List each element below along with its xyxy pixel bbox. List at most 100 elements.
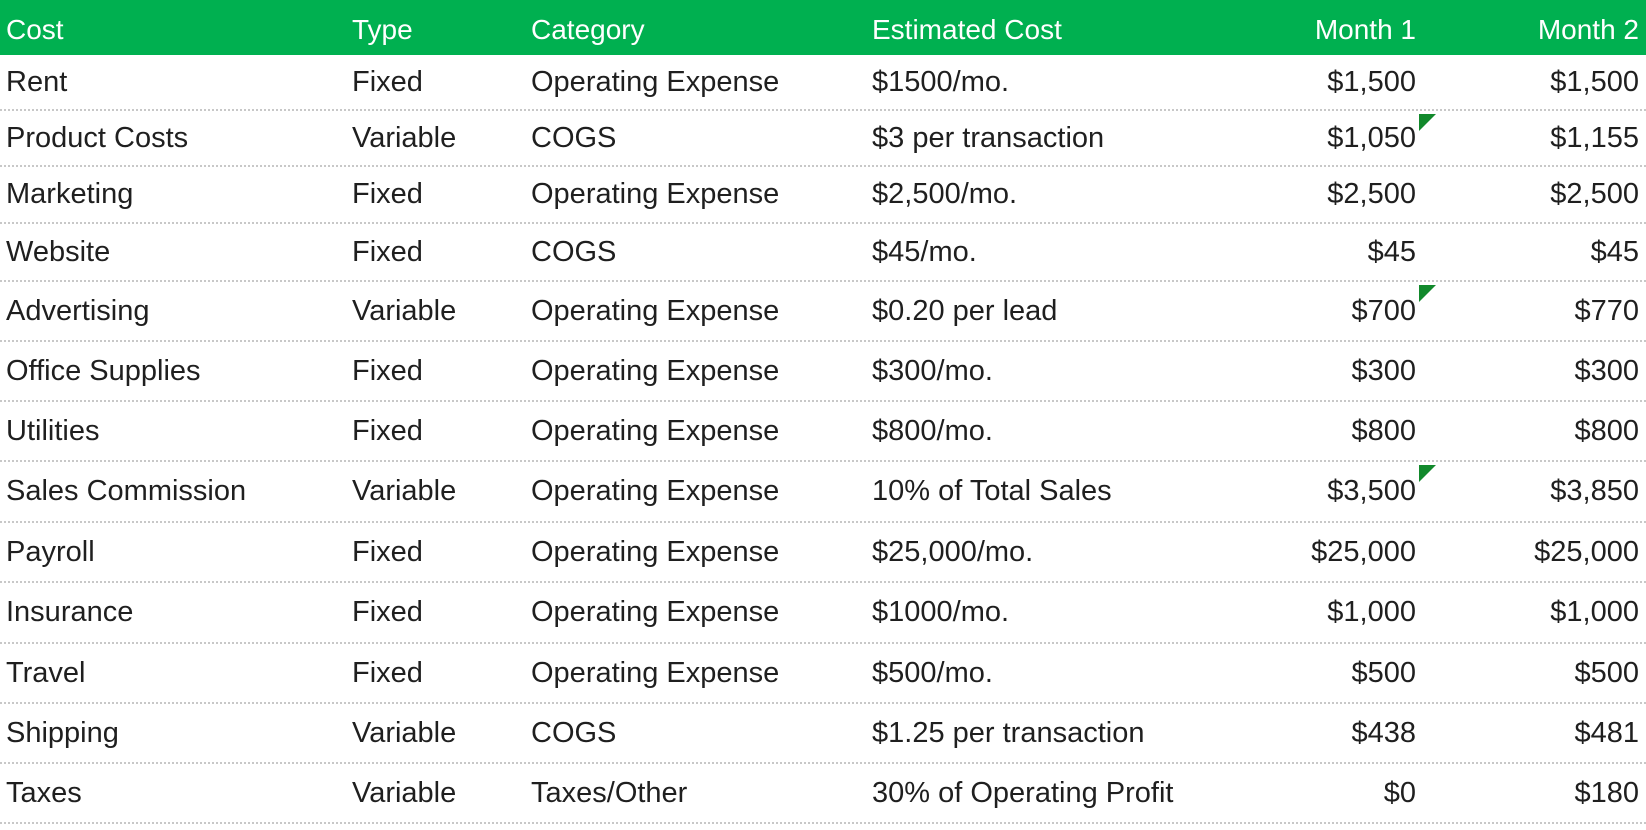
type-cell[interactable]: Fixed: [352, 414, 423, 447]
month-1-cell[interactable]: $3,500: [1327, 475, 1416, 507]
type-cell[interactable]: Variable: [352, 294, 457, 327]
table-row: Travel Fixed Operating Expense $500/mo. …: [0, 644, 1646, 704]
month-1-cell[interactable]: $300: [1351, 354, 1416, 387]
month-2-cell[interactable]: $3,850: [1550, 475, 1639, 507]
month-2-cell[interactable]: $45: [1590, 235, 1639, 268]
month-1-cell[interactable]: $800: [1351, 414, 1416, 447]
category-cell[interactable]: Taxes/Other: [531, 776, 688, 809]
month-1-cell[interactable]: $1,050: [1327, 121, 1416, 154]
category-cell[interactable]: COGS: [531, 716, 617, 749]
month-2-cell[interactable]: $481: [1574, 716, 1639, 749]
estimated-cost-cell[interactable]: $1.25 per transaction: [872, 716, 1145, 749]
category-cell[interactable]: Operating Expense: [531, 294, 780, 327]
cost-cell[interactable]: Taxes: [6, 776, 82, 809]
estimated-cost-cell[interactable]: $800/mo.: [872, 414, 993, 447]
table-row: Shipping Variable COGS $1.25 per transac…: [0, 704, 1646, 764]
cost-cell[interactable]: Sales Commission: [6, 475, 247, 507]
cost-cell[interactable]: Payroll: [6, 535, 95, 568]
month-2-cell[interactable]: $1,155: [1550, 121, 1639, 154]
cost-cell[interactable]: Product Costs: [6, 121, 189, 154]
month-1-cell[interactable]: $0: [1383, 776, 1416, 809]
month-2-cell[interactable]: $300: [1574, 354, 1639, 387]
category-cell[interactable]: Operating Expense: [531, 178, 780, 210]
estimated-cost-cell[interactable]: 30% of Operating Profit: [872, 776, 1174, 809]
estimated-cost-cell[interactable]: $1000/mo.: [872, 596, 1010, 628]
table-row: Website Fixed COGS $45/mo. $45 $45: [0, 224, 1646, 282]
header-category[interactable]: Category: [531, 14, 645, 45]
month-2-cell[interactable]: $1,500: [1550, 65, 1639, 98]
category-cell[interactable]: COGS: [531, 121, 617, 154]
estimated-cost-cell[interactable]: $25,000/mo.: [872, 535, 1034, 568]
category-cell[interactable]: Operating Expense: [531, 354, 780, 387]
category-cell[interactable]: Operating Expense: [531, 414, 780, 447]
category-cell[interactable]: Operating Expense: [531, 475, 780, 507]
type-cell[interactable]: Fixed: [352, 354, 423, 387]
month-2-cell[interactable]: $1,000: [1550, 596, 1639, 628]
estimated-cost-cell[interactable]: $3 per transaction: [872, 121, 1105, 154]
month-2-cell[interactable]: $180: [1574, 776, 1639, 809]
table-row: Taxes Variable Taxes/Other 30% of Operat…: [0, 764, 1646, 824]
type-cell[interactable]: Fixed: [352, 178, 423, 210]
table-row: Office Supplies Fixed Operating Expense …: [0, 342, 1646, 402]
month-1-cell[interactable]: $1,500: [1327, 65, 1416, 98]
month-1-cell[interactable]: $45: [1367, 235, 1416, 268]
table-row: Rent Fixed Operating Expense $1500/mo. $…: [0, 55, 1646, 111]
estimated-cost-cell[interactable]: $0.20 per lead: [872, 294, 1058, 327]
cost-cell[interactable]: Advertising: [6, 294, 150, 327]
estimated-cost-cell[interactable]: $300/mo.: [872, 354, 993, 387]
type-cell[interactable]: Fixed: [352, 596, 423, 628]
table-row: Marketing Fixed Operating Expense $2,500…: [0, 167, 1646, 224]
category-cell[interactable]: Operating Expense: [531, 65, 780, 98]
type-cell[interactable]: Variable: [352, 776, 457, 809]
month-1-cell[interactable]: $1,000: [1327, 596, 1416, 628]
cost-cell[interactable]: Marketing: [6, 178, 134, 210]
estimated-cost-cell[interactable]: 10% of Total Sales: [872, 475, 1112, 507]
type-cell[interactable]: Fixed: [352, 535, 423, 568]
type-cell[interactable]: Fixed: [352, 65, 423, 98]
month-2-cell[interactable]: $25,000: [1534, 535, 1639, 568]
table-row: Advertising Variable Operating Expense $…: [0, 282, 1646, 342]
comment-indicator-icon[interactable]: [1419, 285, 1436, 302]
category-cell[interactable]: Operating Expense: [531, 596, 780, 628]
cost-cell[interactable]: Travel: [6, 656, 86, 689]
month-2-cell[interactable]: $770: [1574, 294, 1639, 327]
estimated-cost-cell[interactable]: $500/mo.: [872, 656, 993, 689]
cost-cell[interactable]: Utilities: [6, 414, 100, 447]
month-2-cell[interactable]: $800: [1574, 414, 1639, 447]
type-cell[interactable]: Fixed: [352, 235, 423, 268]
cost-cell[interactable]: Insurance: [6, 596, 134, 628]
category-cell[interactable]: Operating Expense: [531, 656, 780, 689]
category-cell[interactable]: Operating Expense: [531, 535, 780, 568]
type-cell[interactable]: Fixed: [352, 656, 423, 689]
type-cell[interactable]: Variable: [352, 121, 457, 154]
header-cost[interactable]: Cost: [6, 14, 64, 45]
table-row: Payroll Fixed Operating Expense $25,000/…: [0, 523, 1646, 583]
category-cell[interactable]: COGS: [531, 235, 617, 268]
cost-cell[interactable]: Office Supplies: [6, 354, 201, 387]
header-estimated-cost[interactable]: Estimated Cost: [872, 14, 1062, 45]
month-1-cell[interactable]: $25,000: [1311, 535, 1416, 568]
cost-cell[interactable]: Shipping: [6, 716, 119, 749]
month-1-cell[interactable]: $700: [1351, 294, 1416, 327]
header-type[interactable]: Type: [352, 14, 413, 45]
header-month-1[interactable]: Month 1: [1314, 14, 1416, 45]
header-row: Cost Type Category Estimated Cost Month …: [0, 0, 1646, 55]
header-month-2[interactable]: Month 2: [1537, 14, 1639, 45]
type-cell[interactable]: Variable: [352, 475, 457, 507]
month-2-cell[interactable]: $500: [1574, 656, 1639, 689]
month-1-cell[interactable]: $2,500: [1327, 178, 1416, 210]
type-cell[interactable]: Variable: [352, 716, 457, 749]
estimated-cost-cell[interactable]: $1500/mo.: [872, 65, 1010, 98]
table-row: Product Costs Variable COGS $3 per trans…: [0, 111, 1646, 167]
month-2-cell[interactable]: $2,500: [1550, 178, 1639, 210]
cost-cell[interactable]: Website: [6, 235, 111, 268]
month-1-cell[interactable]: $438: [1351, 716, 1416, 749]
cost-cell[interactable]: Rent: [6, 65, 68, 98]
table-row: Sales Commission Variable Operating Expe…: [0, 462, 1646, 523]
estimated-cost-cell[interactable]: $45/mo.: [872, 235, 977, 268]
estimated-cost-cell[interactable]: $2,500/mo.: [872, 178, 1018, 210]
comment-indicator-icon[interactable]: [1419, 114, 1436, 131]
comment-indicator-icon[interactable]: [1419, 465, 1436, 482]
month-1-cell[interactable]: $500: [1351, 656, 1416, 689]
